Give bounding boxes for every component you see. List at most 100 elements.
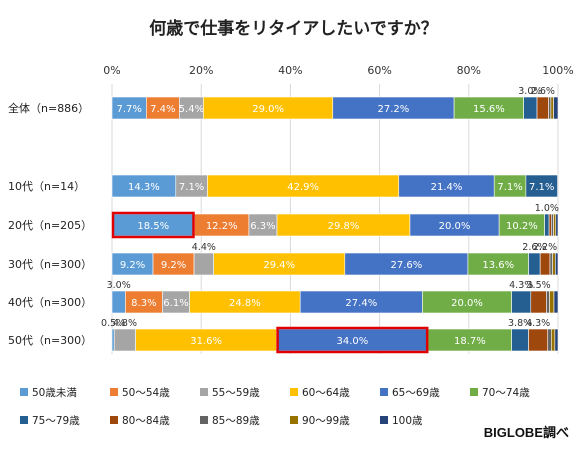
highlight-box (276, 326, 429, 354)
bar-segment (525, 174, 558, 198)
legend-swatch (200, 416, 208, 424)
bar-segment (528, 328, 549, 352)
bar-segment (552, 252, 556, 276)
category-label: 30代（n=300） (8, 258, 92, 271)
bar-segment (539, 252, 551, 276)
data-label-outside: 2.6% (531, 86, 555, 97)
legend-label: 50～54歳 (122, 387, 170, 399)
source-credit: BIGLOBE調べ (483, 425, 569, 440)
data-label-outside: 3.5% (527, 280, 551, 291)
data-label: 29.0% (252, 104, 284, 115)
bar-segment (528, 252, 541, 276)
data-label-outside: 4.4% (192, 242, 216, 253)
x-tick-label: 60% (367, 64, 391, 77)
data-label: 9.2% (161, 260, 186, 271)
data-label: 18.5% (137, 221, 169, 232)
data-label-outside: 3.8% (508, 318, 532, 329)
bar-segment (111, 290, 126, 314)
data-label: 34.0% (337, 336, 369, 347)
x-tick-label: 80% (457, 64, 481, 77)
bar-segment (551, 328, 556, 352)
legend-swatch (380, 388, 388, 396)
data-label-outside: 2.6% (522, 242, 546, 253)
bar-segment (551, 213, 554, 237)
legend-swatch (200, 388, 208, 396)
bar-segment (550, 96, 554, 120)
data-label-outside: 0.5% (101, 318, 125, 329)
legend-swatch (290, 388, 298, 396)
bar-segment (549, 290, 555, 314)
data-label-outside: 4.8% (113, 318, 137, 329)
data-label: 24.8% (229, 298, 261, 309)
bar-segment (113, 328, 136, 352)
legend-swatch (110, 416, 118, 424)
data-label: 13.6% (482, 260, 514, 271)
legend-label: 100歳 (392, 415, 423, 427)
data-label-outside: 4.3% (526, 318, 550, 329)
bar-segment (544, 213, 550, 237)
data-label-outside: 3.0% (518, 86, 542, 97)
legend-swatch (290, 416, 298, 424)
bar-segment (553, 290, 559, 314)
legend-swatch (20, 416, 28, 424)
data-label: 7.7% (116, 104, 141, 115)
data-label: 29.4% (263, 260, 295, 271)
bar-segment (536, 96, 549, 120)
bar-segment (553, 96, 559, 120)
data-label: 27.4% (345, 298, 377, 309)
data-label: 20.0% (451, 298, 483, 309)
data-label: 21.4% (431, 182, 463, 193)
legend-label: 70～74歳 (482, 387, 530, 399)
legend-label: 50歳未満 (32, 387, 77, 399)
category-label: 20代（n=205） (8, 219, 92, 232)
bar-segment (554, 328, 559, 352)
legend-label: 60～64歳 (302, 387, 350, 399)
bar-segment (549, 252, 553, 276)
bar-segment (523, 96, 538, 120)
bar-segment (555, 213, 559, 237)
data-label-outside: 1.0% (535, 203, 559, 214)
data-label: 14.3% (128, 182, 160, 193)
data-label: 7.1% (497, 182, 522, 193)
legend-label: 55～59歳 (212, 387, 260, 399)
legend-swatch (20, 388, 28, 396)
data-label: 9.2% (120, 260, 145, 271)
data-label: 8.3% (131, 298, 156, 309)
category-label: 全体（n=886） (8, 101, 89, 115)
category-label: 50代（n=300） (8, 334, 92, 347)
data-label-outside: 4.3% (509, 280, 533, 291)
bar-segment (548, 96, 552, 120)
legend-swatch (380, 416, 388, 424)
data-label: 42.9% (287, 182, 319, 193)
highlight-box (111, 211, 195, 239)
category-label: 10代（n=14） (8, 180, 85, 193)
legend-swatch (110, 388, 118, 396)
x-tick-label: 20% (189, 64, 213, 77)
legend-label: 85～89歳 (212, 415, 260, 427)
data-label: 5.4% (179, 104, 204, 115)
bar-segment (555, 252, 559, 276)
bar-segment (530, 290, 547, 314)
x-tick-label: 40% (278, 64, 302, 77)
legend-swatch (470, 388, 478, 396)
data-label-outside: 3.0% (107, 280, 131, 291)
data-label: 18.7% (454, 336, 486, 347)
bar-segment (511, 328, 529, 352)
bar-segment (111, 328, 115, 352)
x-tick-label: 100% (542, 64, 573, 77)
data-label: 7.1% (529, 182, 554, 193)
legend-label: 65～69歳 (392, 387, 440, 399)
bar-segment (547, 328, 552, 352)
data-label: 27.6% (390, 260, 422, 271)
data-label: 7.1% (179, 182, 204, 193)
x-tick-label: 0% (103, 64, 120, 77)
data-label: 6.1% (163, 298, 188, 309)
bar-segment (548, 213, 552, 237)
data-label-outside: 2.2% (533, 242, 557, 253)
legend-label: 90～99歳 (302, 415, 350, 427)
legend-label: 75～79歳 (32, 415, 80, 427)
legend-label: 80～84歳 (122, 415, 170, 427)
data-label: 12.2% (206, 221, 238, 232)
